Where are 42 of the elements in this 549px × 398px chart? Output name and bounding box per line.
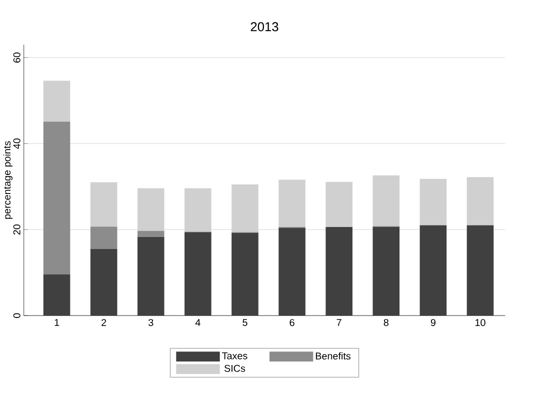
bar [278,228,306,316]
bar [326,182,352,228]
y-tick-label: 60 [13,52,20,63]
bar [90,248,118,316]
chart-title: 2013 [250,22,278,32]
bar [232,184,258,232]
bar [90,182,118,227]
bar [137,230,164,237]
x-tick-label: 8 [384,319,388,326]
bar [43,122,70,274]
y-axis-title: percentage points [3,141,13,219]
bar [137,188,164,231]
x-tick-label: 7 [336,319,342,326]
bar [420,225,447,316]
x-tick-label: 1 [54,319,60,326]
bar [43,274,70,316]
bar [372,175,400,226]
bar [184,188,212,232]
bar [184,232,212,316]
bar [90,226,118,249]
bar [326,227,352,316]
x-tick-label: 4 [195,319,200,326]
x-tick-label: 5 [242,319,248,326]
x-tick-label: 3 [148,319,154,326]
bar [466,177,494,226]
x-tick-label: 9 [430,319,436,326]
x-tick-label: 6 [290,319,294,326]
x-tick-label: 10 [475,319,486,326]
legend-label: Taxes [222,352,248,360]
bar [420,178,447,226]
bar [43,80,70,122]
bar [372,227,400,316]
y-tick-label: 0 [13,313,20,318]
y-tick-label: 40 [13,138,20,149]
legend-label: SICs [224,364,246,372]
bar [137,236,164,316]
legend-label: Benefits [316,352,350,360]
bar [278,180,306,228]
bar [232,233,258,316]
bar [466,225,494,316]
y-tick-label: 20 [13,224,20,235]
x-tick-label: 2 [102,319,106,326]
